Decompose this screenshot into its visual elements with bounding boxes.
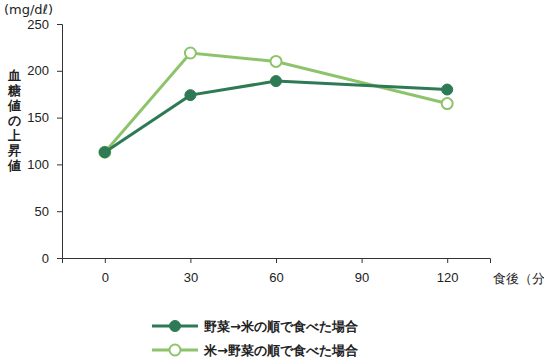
series-marker (185, 48, 196, 59)
series-marker (442, 84, 453, 95)
y-tick: 100 (27, 157, 62, 172)
x-axis-line (63, 259, 491, 264)
legend-marker (170, 321, 181, 332)
x-tick-mark (447, 258, 448, 263)
x-tick-mark (105, 258, 106, 263)
y-tick-label: 0 (42, 251, 49, 266)
y-tick-mark (57, 24, 62, 25)
x-tick: 30 (184, 258, 198, 285)
x-tick-label: 30 (184, 270, 198, 285)
y-tick-label: 100 (27, 157, 49, 172)
series-line (105, 53, 447, 152)
chart: 0 50 100 150 200 250 0 30 60 90 120 (mg/dℓ) 血糖値の上昇値食… (0, 0, 544, 358)
y-axis-title: 血糖値の上昇値 (7, 68, 21, 173)
x-tick: 0 (102, 258, 109, 285)
legend: 野菜→米の順で食べた場合米→野菜の順で食べた場合 (152, 319, 358, 358)
x-tick: 60 (269, 258, 283, 285)
x-tick-mark (362, 258, 363, 263)
y-tick: 0 (42, 251, 62, 266)
x-tick-label: 120 (437, 270, 459, 285)
y-tick-mark (57, 164, 62, 165)
legend-label: 野菜→米の順で食べた場合 (204, 319, 358, 334)
series-marker (271, 56, 282, 67)
series-marker (99, 147, 110, 158)
x-tick-label: 0 (102, 270, 109, 285)
x-tick-mark (276, 258, 277, 263)
y-tick-mark (57, 71, 62, 72)
legend-marker (170, 345, 181, 356)
y-tick-label: 200 (27, 63, 49, 78)
y-tick-label: 250 (27, 17, 49, 32)
x-axis: 0 30 60 90 120 (63, 258, 491, 285)
x-tick-label: 90 (355, 270, 369, 285)
x-axis-title: 食後（分） (493, 271, 544, 286)
series-marker (442, 98, 453, 109)
y-unit: (mg/dℓ) (4, 2, 53, 17)
y-tick: 50 (35, 204, 62, 219)
series-line (105, 81, 447, 152)
plot: 0 50 100 150 200 250 0 30 60 90 120 (27, 17, 490, 286)
x-tick: 90 (355, 258, 369, 285)
series-marker (185, 90, 196, 101)
x-tick: 120 (437, 258, 459, 285)
y-tick: 150 (27, 110, 62, 125)
series-marker (99, 147, 110, 158)
legend-label: 米→野菜の順で食べた場合 (203, 343, 358, 358)
y-tick-mark (57, 258, 62, 259)
x-tick-mark (190, 258, 191, 263)
y-tick-mark (57, 118, 62, 119)
y-tick-label: 50 (35, 204, 49, 219)
y-tick: 200 (27, 63, 62, 78)
x-tick-label: 60 (269, 270, 283, 285)
y-axis: 0 50 100 150 200 250 (27, 17, 62, 266)
y-tick-mark (57, 211, 62, 212)
y-tick-label: 150 (27, 110, 49, 125)
y-axis-line (57, 25, 63, 259)
series-marker (271, 76, 282, 87)
y-tick: 250 (27, 17, 62, 32)
marks (99, 48, 452, 158)
